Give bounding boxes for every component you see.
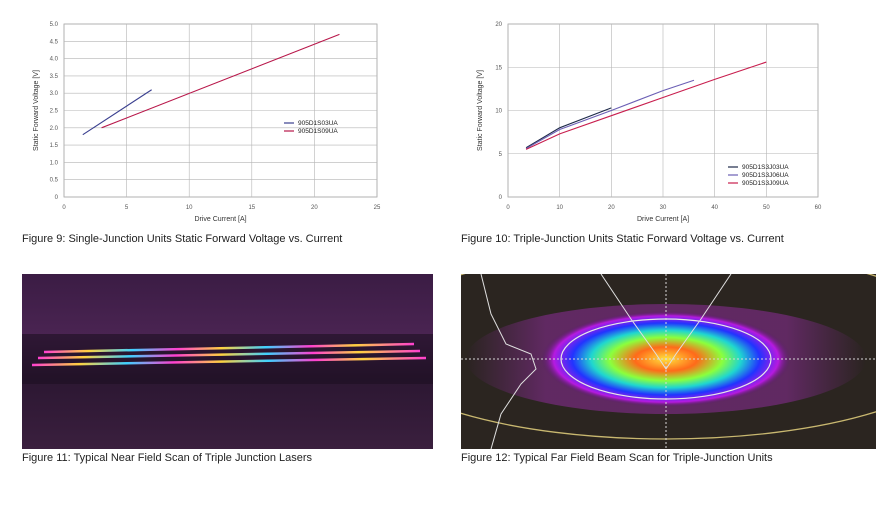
y-tick-label: 5.0 <box>50 22 59 28</box>
legend-label: 905D1S03UA <box>298 120 338 127</box>
y-tick-label: 20 <box>495 22 502 28</box>
near-field-scan-image <box>22 274 433 449</box>
y-tick-label: 0 <box>499 195 503 201</box>
series-line-905d1s3j03ua <box>525 107 612 149</box>
series-line-905d1s09ua <box>101 33 340 129</box>
y-tick-label: 15 <box>495 65 502 71</box>
x-axis-label: Drive Current [A] <box>637 216 689 223</box>
y-tick-label: 0 <box>55 195 59 201</box>
series-line-905d1s3j09ua <box>525 61 767 150</box>
x-tick-label: 10 <box>556 205 563 211</box>
y-tick-label: 4.0 <box>50 57 59 63</box>
y-axis-label: Static Forward Voltage [V] <box>477 70 484 151</box>
legend-label: 905D1S3J09UA <box>742 180 789 187</box>
y-tick-label: 0.5 <box>50 178 59 184</box>
x-tick-label: 60 <box>815 205 822 211</box>
x-axis-label: Drive Current [A] <box>194 216 246 223</box>
y-tick-label: 10 <box>495 109 502 115</box>
legend-label: 905D1S3J03UA <box>742 164 789 171</box>
figure-9-chart: 0 5 10 15 20 25 0 0.5 1.0 1.5 2.0 2.5 3.0 3.5 4.0 4.5 5.… <box>33 22 381 223</box>
x-tick-label: 25 <box>374 205 381 211</box>
series-line-905d1s03ua <box>82 89 152 136</box>
x-tick-label: 0 <box>62 205 66 211</box>
legend-label: 905D1S3J06UA <box>742 172 789 179</box>
figure-9-caption: Figure 9: Single-Junction Units Static F… <box>22 233 343 245</box>
y-axis-label: Static Forward Voltage [V] <box>33 70 40 151</box>
figure-11-caption: Figure 11: Typical Near Field Scan of Tr… <box>22 452 313 464</box>
y-tick-label: 1.0 <box>50 160 59 166</box>
series-line-905d1s3j06ua <box>525 79 695 150</box>
y-tick-label: 4.5 <box>50 39 59 45</box>
y-tick-label: 5 <box>499 152 503 158</box>
x-tick-label: 5 <box>125 205 129 211</box>
near-field-laser-lines <box>22 334 433 384</box>
x-tick-label: 40 <box>711 205 718 211</box>
x-tick-label: 20 <box>608 205 615 211</box>
x-tick-label: 10 <box>186 205 193 211</box>
x-tick-label: 15 <box>248 205 255 211</box>
y-tick-label: 1.5 <box>50 143 59 149</box>
x-tick-label: 50 <box>763 205 770 211</box>
x-tick-label: 20 <box>311 205 318 211</box>
legend-label: 905D1S09UA <box>298 128 338 135</box>
figure-12-caption: Figure 12: Typical Far Field Beam Scan f… <box>461 452 773 464</box>
x-tick-label: 30 <box>660 205 667 211</box>
figure-10-caption: Figure 10: Triple-Junction Units Static … <box>461 233 784 245</box>
far-field-beam-profile <box>461 274 876 449</box>
figure-10-chart: 0 10 20 30 40 50 60 0 5 10 15 20 Drive Current [A] St… <box>477 22 822 223</box>
y-tick-label: 2.0 <box>50 126 59 132</box>
y-tick-label: 3.0 <box>50 91 59 97</box>
x-tick-label: 0 <box>506 205 510 211</box>
y-tick-label: 2.5 <box>50 109 59 115</box>
y-tick-label: 3.5 <box>50 74 59 80</box>
far-field-scan-image <box>461 274 876 449</box>
